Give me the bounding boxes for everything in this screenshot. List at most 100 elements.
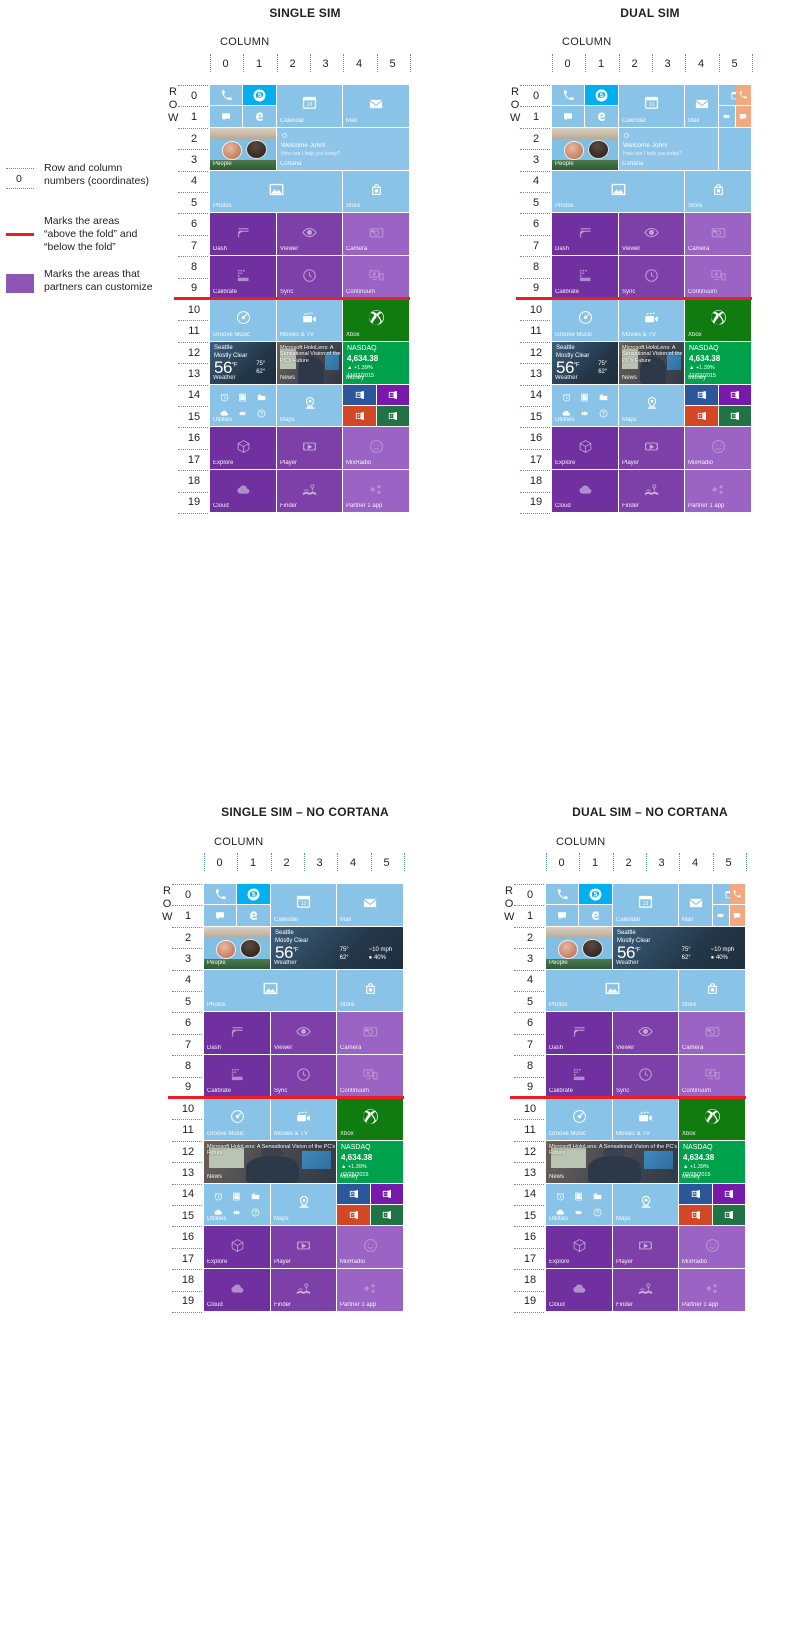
tile-partner-app[interactable]: Partner 1 app xyxy=(337,1269,403,1311)
tile-cloud[interactable]: Cloud xyxy=(552,470,618,512)
tile-player[interactable]: Player xyxy=(613,1226,678,1269)
tile-messaging[interactable] xyxy=(204,905,236,926)
tile-mixradio[interactable]: MixRadio xyxy=(337,1226,403,1269)
tile-cortana[interactable]: Welcome John! How can I help you today? Co… xyxy=(619,127,718,170)
tile-calendar[interactable]: 13 Calendar xyxy=(619,85,684,127)
tile-money[interactable]: NASDAQ 4,634.38 ▲ +1.39% 02/25/2015 Money xyxy=(337,1140,403,1183)
tile-cortana[interactable]: Welcome John! How can I help you today? Co… xyxy=(277,127,409,170)
tile-groove-music[interactable]: Groove Music xyxy=(546,1098,612,1140)
tile-calendar[interactable]: 13 Calendar xyxy=(271,884,336,926)
tile-money[interactable]: NASDAQ 4,634.38 ▲ +1.39% 11/02/2015 Money xyxy=(343,341,409,384)
tile-messaging-2[interactable] xyxy=(735,106,751,127)
tile-messaging[interactable] xyxy=(210,106,242,127)
tile-finder[interactable]: Finder xyxy=(271,1269,336,1311)
tile-messaging-2[interactable] xyxy=(729,905,745,926)
tile-continuum[interactable]: Continuum xyxy=(343,256,409,298)
tile-photos[interactable]: Photos xyxy=(546,969,678,1012)
tile-people[interactable]: People xyxy=(204,926,270,969)
tile-movies-tv[interactable]: Movies & TV xyxy=(613,1098,678,1140)
tile-photos[interactable]: Photos xyxy=(552,170,684,213)
tile-utilities[interactable]: Utilities xyxy=(204,1183,270,1226)
tile-camera[interactable]: Camera xyxy=(337,1012,403,1055)
tile-photos[interactable]: Photos xyxy=(210,170,342,213)
tile-movies-tv[interactable]: Movies & TV xyxy=(271,1098,336,1140)
tile-messaging[interactable] xyxy=(546,905,578,926)
tile-explore[interactable]: Explore xyxy=(552,427,618,470)
tile-word[interactable]: W xyxy=(685,384,718,405)
tile-dash[interactable]: Dash xyxy=(204,1012,270,1055)
tile-camera[interactable]: Camera xyxy=(343,213,409,256)
tile-utilities[interactable]: Utilities xyxy=(546,1183,612,1226)
tile-mail[interactable]: Mail xyxy=(343,85,409,127)
tile-cloud[interactable]: Cloud xyxy=(204,1269,270,1311)
tile-camera[interactable]: Camera xyxy=(679,1012,745,1055)
tile-money[interactable]: NASDAQ 4,634.38 ▲ +1.39% 02/25/2015 Money xyxy=(679,1140,745,1183)
tile-xbox[interactable]: Xbox xyxy=(679,1098,745,1140)
tile-weather[interactable]: Seattle Mostly Clear 56°F 75° 62° ~10 mph ● 40… xyxy=(271,926,403,969)
tile-movies-tv[interactable]: Movies & TV xyxy=(619,299,684,341)
tile-skype[interactable] xyxy=(237,884,270,905)
tile-phone[interactable] xyxy=(552,85,584,106)
tile-edge[interactable] xyxy=(585,106,618,127)
tile-phone-2[interactable] xyxy=(735,85,751,106)
tile-messaging[interactable] xyxy=(552,106,584,127)
tile-groove-music[interactable]: Groove Music xyxy=(552,299,618,341)
tile-people[interactable]: People xyxy=(210,127,276,170)
tile-mail[interactable]: Mail xyxy=(679,884,712,926)
tile-edge[interactable] xyxy=(579,905,612,926)
tile-finder[interactable]: Finder xyxy=(277,470,342,512)
tile-excel[interactable]: X xyxy=(371,1205,403,1226)
tile-phone[interactable] xyxy=(546,884,578,905)
tile-phone-2[interactable] xyxy=(729,884,745,905)
tile-mixradio[interactable]: MixRadio xyxy=(679,1226,745,1269)
tile-finder[interactable]: Finder xyxy=(613,1269,678,1311)
tile-player[interactable]: Player xyxy=(619,427,684,470)
tile-cloud[interactable]: Cloud xyxy=(546,1269,612,1311)
tile-weather[interactable]: Seattle Mostly Clear 56°F 75° 62° Weather xyxy=(552,341,618,384)
tile-settings[interactable] xyxy=(713,905,729,926)
tile-word[interactable]: W xyxy=(679,1183,712,1204)
tile-partner-app[interactable]: Partner 1 app xyxy=(343,470,409,512)
tile-powerpoint[interactable]: P xyxy=(685,406,718,427)
tile-people[interactable]: People xyxy=(546,926,612,969)
tile-onenote[interactable]: N xyxy=(719,384,751,405)
tile-partner-app[interactable]: Partner 1 app xyxy=(685,470,751,512)
tile-xbox[interactable]: Xbox xyxy=(343,299,409,341)
tile-explore[interactable]: Explore xyxy=(204,1226,270,1269)
tile-dash[interactable]: Dash xyxy=(210,213,276,256)
tile-weather[interactable]: Seattle Mostly Clear 56°F 75° 62° ~10 mph ● 40… xyxy=(613,926,745,969)
tile-skype[interactable] xyxy=(579,884,612,905)
tile-onenote[interactable]: N xyxy=(713,1183,745,1204)
tile-viewer[interactable]: Viewer xyxy=(277,213,342,256)
tile-sync[interactable]: Sync xyxy=(619,256,684,298)
tile-viewer[interactable]: Viewer xyxy=(619,213,684,256)
tile-news[interactable]: Microsoft HoloLens: A Sensational Vision… xyxy=(619,341,684,384)
tile-calendar[interactable]: 13 Calendar xyxy=(277,85,342,127)
tile-mixradio[interactable]: MixRadio xyxy=(343,427,409,470)
tile-dash[interactable]: Dash xyxy=(546,1012,612,1055)
tile-utilities[interactable]: Utilities xyxy=(552,384,618,427)
tile-photos[interactable]: Photos xyxy=(204,969,336,1012)
tile-sync[interactable]: Sync xyxy=(271,1055,336,1097)
tile-onenote[interactable]: N xyxy=(371,1183,403,1204)
tile-finder[interactable]: Finder xyxy=(619,470,684,512)
tile-partner-app[interactable]: Partner 1 app xyxy=(679,1269,745,1311)
tile-powerpoint[interactable]: P xyxy=(337,1205,370,1226)
tile-xbox[interactable]: Xbox xyxy=(337,1098,403,1140)
tile-viewer[interactable]: Viewer xyxy=(271,1012,336,1055)
tile-viewer[interactable]: Viewer xyxy=(613,1012,678,1055)
tile-word[interactable]: W xyxy=(343,384,376,405)
tile-store[interactable]: Store xyxy=(343,170,409,213)
tile-onenote[interactable]: N xyxy=(377,384,409,405)
tile-weather[interactable]: Seattle Mostly Clear 56°F 75° 62° Weather xyxy=(210,341,276,384)
tile-mail[interactable]: Mail xyxy=(685,85,718,127)
tile-calendar[interactable]: 13 Calendar xyxy=(613,884,678,926)
tile-maps[interactable]: Maps xyxy=(271,1183,336,1226)
tile-mail[interactable]: Mail xyxy=(337,884,403,926)
tile-news[interactable]: Microsoft HoloLens: A Sensational Vision… xyxy=(204,1140,336,1183)
tile-utilities[interactable]: Utilities xyxy=(210,384,276,427)
tile-store[interactable]: Store xyxy=(679,969,745,1012)
tile-word[interactable]: W xyxy=(337,1183,370,1204)
tile-calibrate[interactable]: Calibrate xyxy=(546,1055,612,1097)
tile-store[interactable]: Store xyxy=(337,969,403,1012)
